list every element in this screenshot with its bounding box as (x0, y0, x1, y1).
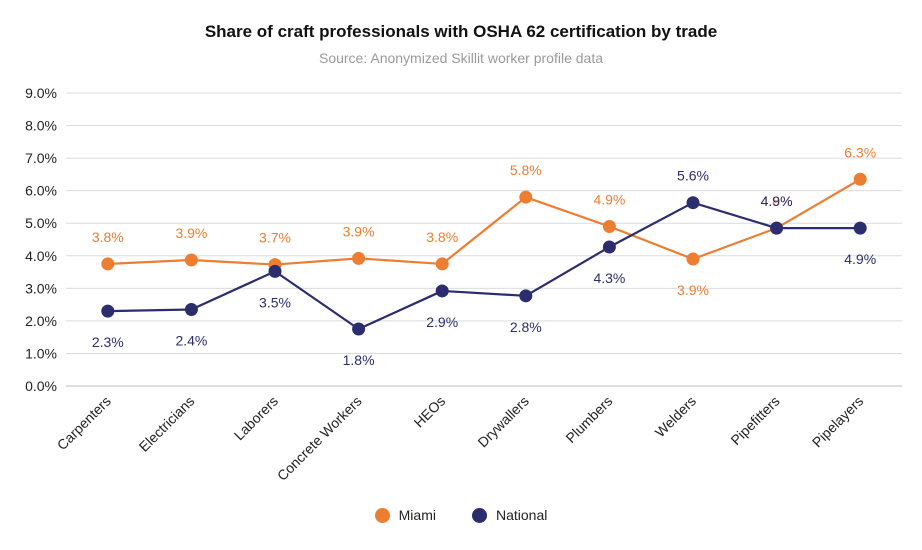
y-tick-label: 4.0% (25, 248, 57, 264)
data-label-miami: 3.9% (343, 223, 375, 239)
y-tick-label: 2.0% (25, 313, 57, 329)
legend-marker-national (471, 507, 487, 523)
legend-item-national[interactable]: National (471, 507, 548, 523)
y-tick-label: 5.0% (25, 215, 57, 231)
data-point-national (519, 289, 533, 303)
data-label-miami: 4.8% (761, 193, 793, 209)
data-point-national (268, 264, 282, 278)
y-tick-label: 9.0% (25, 85, 57, 101)
data-label-miami: 3.8% (92, 229, 124, 245)
x-tick-label: Welders (652, 393, 699, 440)
legend-label-national: National (495, 507, 548, 523)
data-point-miami (686, 252, 700, 266)
data-point-national (602, 240, 616, 254)
data-point-miami (519, 190, 533, 204)
data-label-miami: 3.7% (259, 230, 291, 246)
data-point-national (435, 284, 449, 298)
data-point-miami (602, 219, 616, 233)
data-point-national (184, 302, 198, 316)
data-label-national: 2.9% (426, 314, 458, 330)
data-label-miami: 5.8% (510, 162, 542, 178)
y-tick-label: 6.0% (25, 183, 57, 199)
data-label-national: 4.9% (761, 193, 793, 209)
x-tick-label: Carpenters (54, 393, 114, 453)
data-label-national: 1.8% (343, 352, 375, 368)
legend-marker-miami (374, 507, 390, 523)
legend-item-miami[interactable]: Miami (374, 507, 436, 523)
x-tick-label: Pipefitters (727, 393, 782, 448)
legend-label-miami: Miami (398, 507, 436, 523)
data-point-miami (435, 257, 449, 271)
data-point-miami (184, 253, 198, 267)
data-point-miami (352, 251, 366, 265)
y-tick-label: 1.0% (25, 345, 57, 361)
x-tick-label: Electricians (136, 393, 198, 455)
data-point-miami (101, 257, 115, 271)
data-point-miami (853, 172, 867, 186)
data-label-national: 5.6% (677, 168, 709, 184)
chart-subtitle: Source: Anonymized Skillit worker profil… (318, 50, 604, 66)
data-label-national: 4.9% (844, 251, 876, 267)
data-label-national: 2.4% (175, 332, 207, 348)
x-tick-label: Concrete Workers (274, 393, 365, 484)
chart-title: Share of craft professionals with OSHA 6… (204, 22, 718, 41)
data-label-national: 3.5% (259, 294, 291, 310)
legend: Miami National (0, 507, 922, 523)
y-tick-label: 8.0% (25, 118, 57, 134)
data-label-miami: 3.9% (175, 225, 207, 241)
data-label-national: 2.8% (510, 319, 542, 335)
x-tick-label: HEOs (411, 393, 449, 431)
data-point-national (853, 221, 867, 235)
series-line-miami (107, 178, 861, 266)
data-point-national (101, 304, 115, 318)
data-label-national: 4.3% (593, 270, 625, 286)
data-point-national (686, 196, 700, 210)
data-label-miami: 6.3% (844, 144, 876, 160)
y-tick-label: 7.0% (25, 150, 57, 166)
data-label-miami: 3.9% (677, 282, 709, 298)
data-label-miami: 4.9% (593, 191, 625, 207)
data-label-miami: 3.8% (426, 229, 458, 245)
data-label-national: 2.3% (92, 334, 124, 350)
data-point-national (770, 221, 784, 235)
y-tick-label: 3.0% (25, 280, 57, 296)
series-line-national (107, 201, 861, 331)
x-tick-label: Pipelayers (809, 393, 867, 451)
y-tick-label: 0.0% (25, 378, 57, 394)
x-tick-label: Plumbers (562, 393, 615, 446)
x-tick-label: Drywallers (474, 393, 532, 451)
x-tick-label: Laborers (231, 393, 281, 443)
data-point-national (352, 322, 366, 336)
